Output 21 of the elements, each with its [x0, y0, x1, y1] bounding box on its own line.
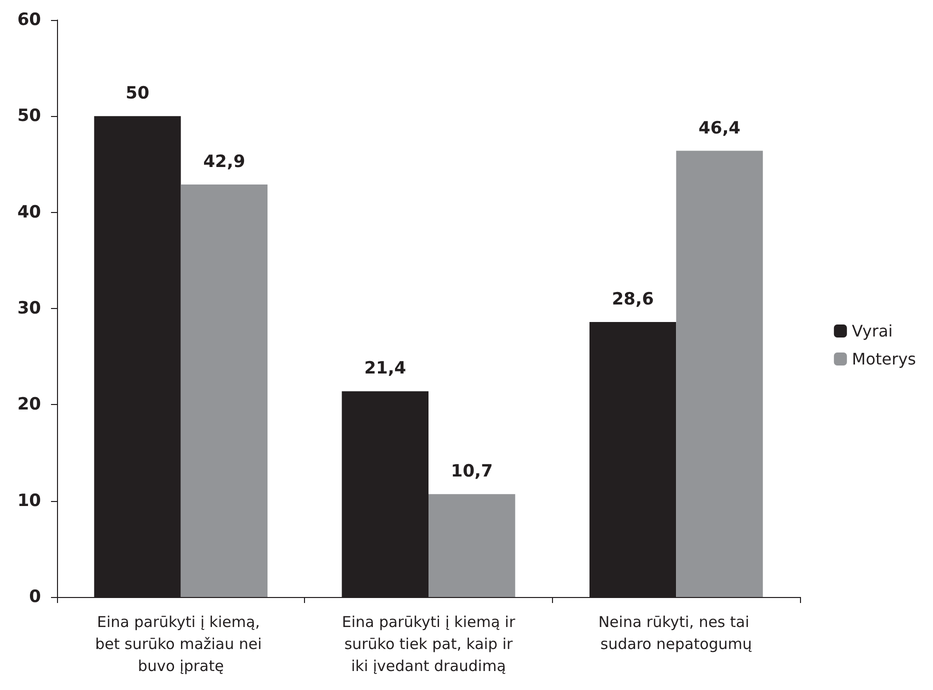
bar [428, 494, 516, 597]
legend-label: Moterys [852, 350, 916, 368]
y-tick-label: 0 [29, 587, 42, 607]
y-tick-label: 30 [17, 298, 42, 318]
data-label: 28,6 [612, 289, 654, 310]
data-label: 50 [126, 84, 150, 104]
y-tick-label: 50 [17, 106, 42, 126]
data-label: 42,9 [203, 152, 246, 172]
data-label: 46,4 [698, 118, 741, 138]
y-tick-label: 60 [17, 10, 42, 30]
y-tick-label: 40 [17, 202, 42, 222]
data-label: 21,4 [364, 358, 406, 379]
x-tick-label: Eina parūkyti į kiemą ir surūko tiek pat, kaip ir iki įvedant draudimą [340, 613, 518, 675]
x-tick-label: Eina parūkyti į kiemą, bet surūko mažiau nei buvo įpratę [95, 613, 267, 675]
x-tick-label: Neina rūkyti, nes tai sudaro nepatogumų [598, 613, 754, 653]
y-tick-label: 20 [17, 394, 42, 415]
y-tick-label: 10 [17, 490, 42, 511]
data-label: 10,7 [450, 462, 493, 482]
bar [180, 184, 268, 597]
legend-label: Vyrai [852, 322, 893, 340]
bar [676, 150, 763, 597]
